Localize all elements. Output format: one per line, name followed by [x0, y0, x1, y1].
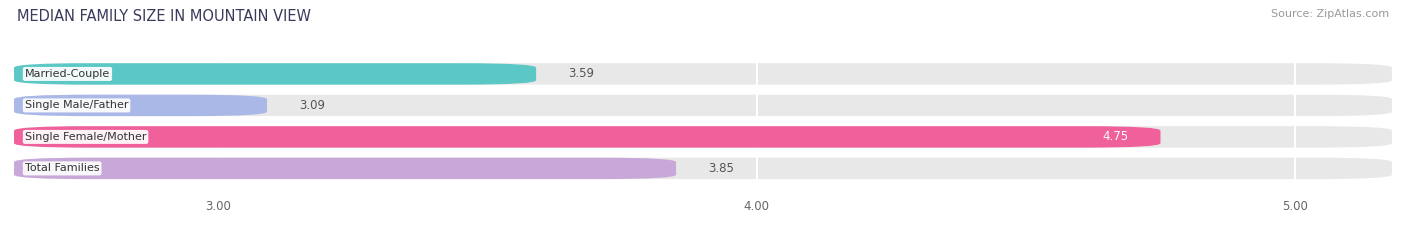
Text: Total Families: Total Families	[25, 163, 100, 173]
FancyBboxPatch shape	[14, 158, 1392, 179]
Text: Single Female/Mother: Single Female/Mother	[25, 132, 146, 142]
Text: 4.75: 4.75	[1102, 130, 1128, 143]
FancyBboxPatch shape	[14, 63, 1392, 85]
Text: 3.85: 3.85	[709, 162, 734, 175]
FancyBboxPatch shape	[14, 95, 1392, 116]
Text: 3.09: 3.09	[299, 99, 325, 112]
FancyBboxPatch shape	[14, 95, 267, 116]
FancyBboxPatch shape	[14, 63, 536, 85]
Text: Source: ZipAtlas.com: Source: ZipAtlas.com	[1271, 9, 1389, 19]
FancyBboxPatch shape	[14, 158, 676, 179]
Text: 3.59: 3.59	[568, 67, 595, 80]
Text: Single Male/Father: Single Male/Father	[25, 100, 128, 110]
FancyBboxPatch shape	[14, 126, 1392, 148]
Text: Married-Couple: Married-Couple	[25, 69, 110, 79]
Text: MEDIAN FAMILY SIZE IN MOUNTAIN VIEW: MEDIAN FAMILY SIZE IN MOUNTAIN VIEW	[17, 9, 311, 24]
FancyBboxPatch shape	[14, 126, 1160, 148]
